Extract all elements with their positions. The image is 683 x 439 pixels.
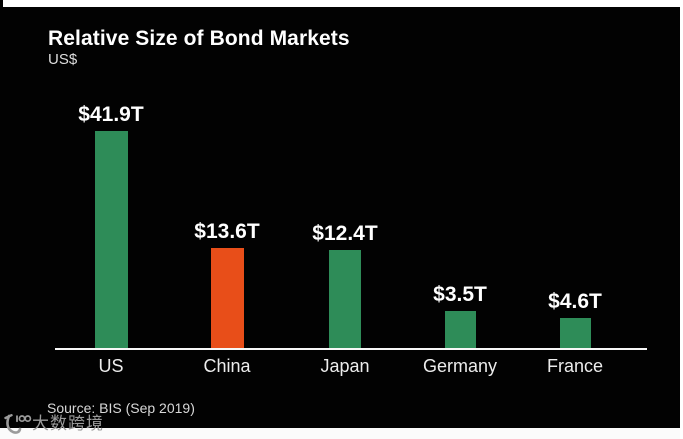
- watermark-text: 大数跨境: [32, 414, 104, 433]
- chart-title: Relative Size of Bond Markets: [48, 27, 350, 50]
- swoosh-100-logo-icon: [4, 414, 32, 434]
- bar-group-japan: $12.4T Japan: [285, 0, 405, 439]
- value-label: $4.6T: [548, 290, 602, 313]
- page-margin-bottom: [0, 428, 683, 439]
- bar-group-us: $41.9T US: [51, 0, 171, 439]
- bar-group-france: $4.6T France: [515, 0, 635, 439]
- category-label: Germany: [422, 356, 498, 376]
- category-label: US: [98, 356, 124, 376]
- bar-group-china: $13.6T China: [167, 0, 287, 439]
- bar-france: [559, 318, 591, 348]
- bar-japan: [329, 250, 361, 348]
- x-axis-line: [55, 348, 647, 350]
- page-margin-top: [3, 0, 683, 7]
- category-label: France: [546, 356, 604, 376]
- page-margin-right: [680, 0, 683, 439]
- bar-china: [210, 248, 244, 348]
- value-label: $3.5T: [433, 283, 487, 306]
- value-label: $13.6T: [194, 220, 260, 243]
- source-note: Source: BIS (Sep 2019): [47, 400, 195, 416]
- bar-group-germany: $3.5T Germany: [400, 0, 520, 439]
- value-label: $41.9T: [78, 103, 144, 126]
- value-label: $12.4T: [312, 222, 378, 245]
- category-label: Japan: [320, 356, 370, 376]
- chart-card: Relative Size of Bond Markets US$ $41.9T…: [0, 0, 680, 428]
- bar-us: [94, 131, 128, 348]
- chart-subtitle: US$: [48, 51, 78, 68]
- bar-germany: [444, 311, 476, 348]
- category-label: China: [203, 356, 251, 376]
- watermark: 大数跨境: [2, 412, 104, 436]
